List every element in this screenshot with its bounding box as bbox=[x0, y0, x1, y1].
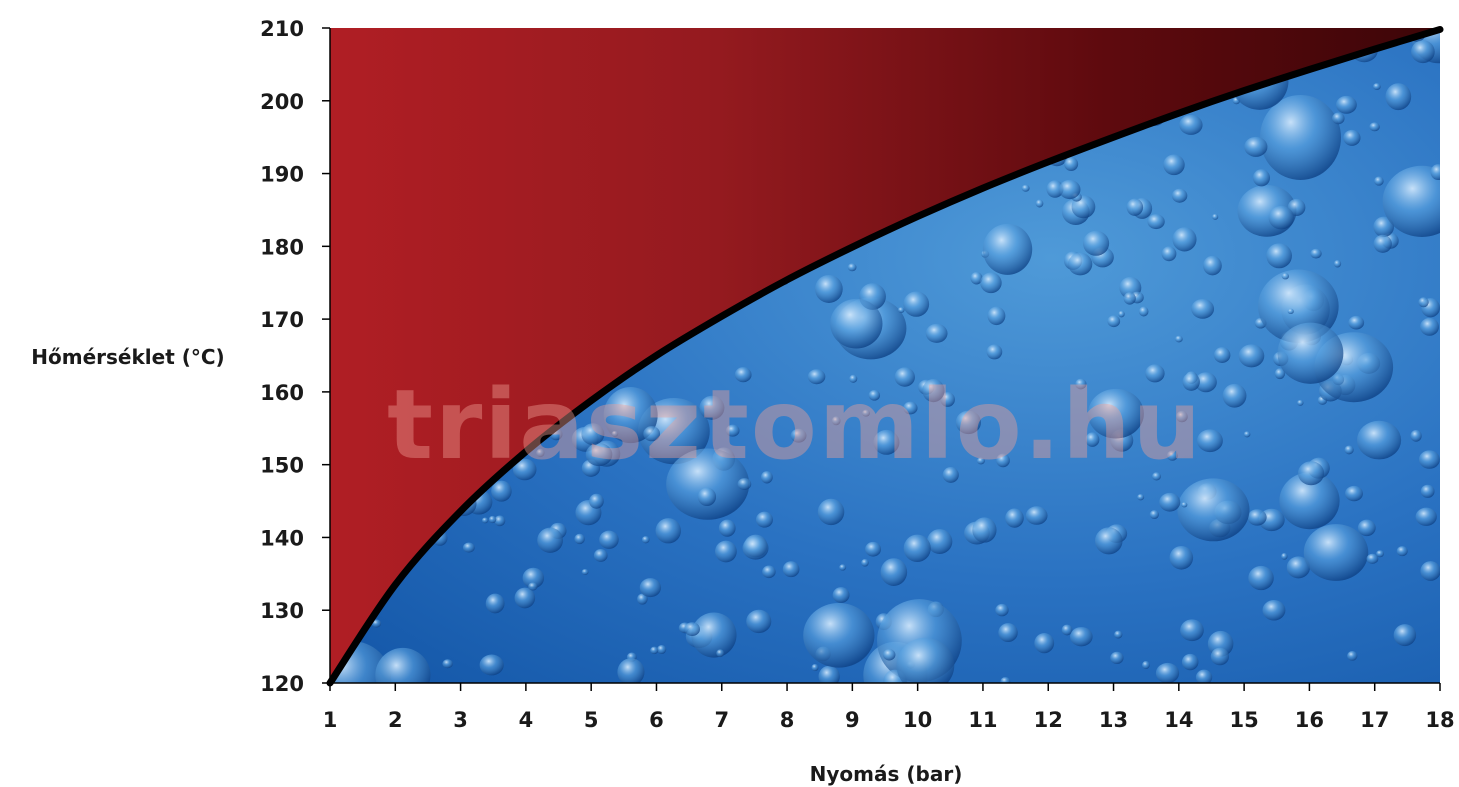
y-tick-label: 140 bbox=[260, 526, 304, 550]
series-line bbox=[326, 25, 1444, 687]
x-tick-label: 7 bbox=[714, 708, 729, 732]
x-tick-label: 5 bbox=[584, 708, 599, 732]
y-tick-label: 170 bbox=[260, 308, 304, 332]
x-tick-label: 11 bbox=[968, 708, 997, 732]
watermark-text: triasztomlo.hu bbox=[387, 369, 1203, 481]
y-tick-label: 190 bbox=[260, 163, 304, 187]
x-tick-label: 6 bbox=[649, 708, 664, 732]
x-tick-label: 18 bbox=[1425, 708, 1454, 732]
y-tick-label: 210 bbox=[260, 17, 304, 41]
y-tick-label: 180 bbox=[260, 235, 304, 259]
y-tick-label: 150 bbox=[260, 454, 304, 478]
x-tick-label: 17 bbox=[1360, 708, 1389, 732]
x-tick-label: 8 bbox=[780, 708, 795, 732]
y-tick-label: 160 bbox=[260, 381, 304, 405]
x-tick-label: 10 bbox=[903, 708, 932, 732]
plot-area: triasztomlo.hu bbox=[326, 25, 1444, 687]
x-tick-label: 2 bbox=[388, 708, 403, 732]
y-axis-title: Hőmérséklet (°C) bbox=[31, 345, 224, 369]
x-tick-label: 9 bbox=[845, 708, 860, 732]
y-tick-label: 120 bbox=[260, 672, 304, 696]
x-tick-label: 3 bbox=[453, 708, 468, 732]
x-tick-label: 14 bbox=[1164, 708, 1193, 732]
x-tick-label: 4 bbox=[519, 708, 534, 732]
x-axis-title: Nyomás (bar) bbox=[810, 762, 963, 786]
x-tick-label: 13 bbox=[1099, 708, 1128, 732]
y-tick-label: 200 bbox=[260, 90, 304, 114]
x-tick-label: 12 bbox=[1034, 708, 1063, 732]
y-tick-label: 130 bbox=[260, 599, 304, 623]
x-tick-label: 16 bbox=[1295, 708, 1324, 732]
x-tick-label: 1 bbox=[323, 708, 338, 732]
x-tick-label: 15 bbox=[1230, 708, 1259, 732]
